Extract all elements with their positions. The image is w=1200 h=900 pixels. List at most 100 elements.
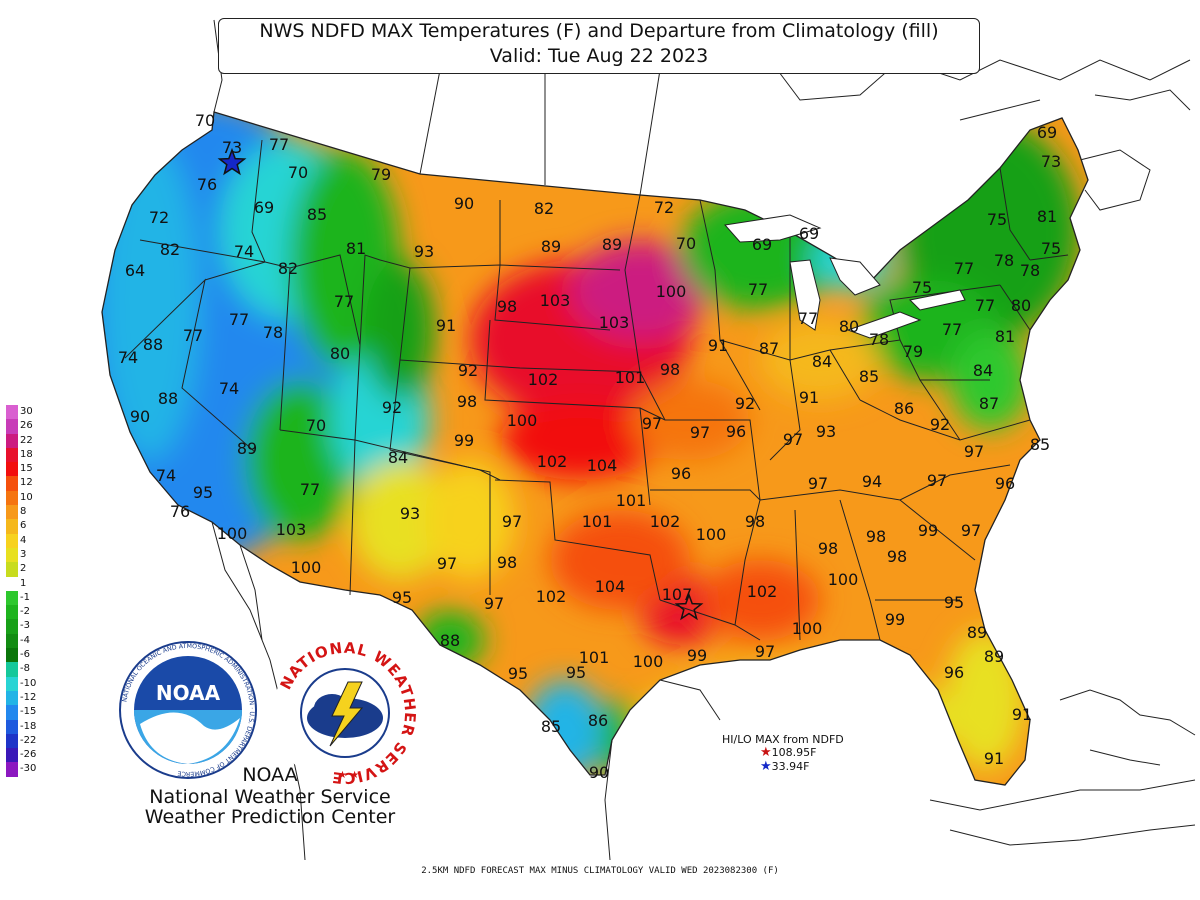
legend-swatch <box>6 719 18 734</box>
temperature-label: 76 <box>197 175 217 194</box>
temperature-label: 98 <box>497 297 517 316</box>
temperature-label: 72 <box>149 208 169 227</box>
temperature-label: 95 <box>508 664 528 683</box>
temperature-label: 98 <box>745 512 765 531</box>
temperature-label: 100 <box>291 558 322 577</box>
temperature-label: 76 <box>170 502 190 521</box>
temperature-label: 97 <box>927 471 947 490</box>
legend-label: 1 <box>20 577 27 589</box>
temperature-label: 92 <box>930 415 950 434</box>
temperature-label: 80 <box>839 317 859 336</box>
temperature-label: 70 <box>195 111 215 130</box>
temperature-label: 70 <box>676 234 696 253</box>
hilo-hi-value: 108.95F <box>771 746 817 759</box>
temperature-label: 78 <box>263 323 283 342</box>
temperature-label: 91 <box>708 336 728 355</box>
legend-label: -10 <box>20 677 37 689</box>
nws-logo: NATIONAL WEATHER SERVICE ★ ★ <box>273 639 418 787</box>
legend-label: 18 <box>20 448 33 460</box>
map-valid-date: Valid: Tue Aug 22 2023 <box>489 45 709 67</box>
temperature-label: 74 <box>234 242 254 261</box>
temperature-label: 81 <box>1037 207 1057 226</box>
temperature-label: 89 <box>237 439 257 458</box>
legend-label: -4 <box>20 634 30 646</box>
temperature-label: 85 <box>541 717 561 736</box>
legend-swatch <box>6 505 18 520</box>
credit-agency: NOAA <box>242 764 298 786</box>
temperature-label: 75 <box>987 210 1007 229</box>
temperature-label: 97 <box>808 474 828 493</box>
lo-max-star-icon <box>217 147 247 176</box>
temperature-label: 100 <box>656 282 687 301</box>
temperature-label: 77 <box>300 480 320 499</box>
temperature-label: 100 <box>507 411 538 430</box>
legend-label: 4 <box>20 534 27 546</box>
temperature-label: 77 <box>975 296 995 315</box>
legend-swatch <box>6 748 18 763</box>
temperature-label: 90 <box>130 407 150 426</box>
legend-swatch <box>6 705 18 720</box>
map-title-box: NWS NDFD MAX Temperatures (F) and Depart… <box>218 18 980 74</box>
legend-label: -26 <box>20 749 37 761</box>
legend-label: 3 <box>20 548 27 560</box>
hi-max-star-icon <box>674 592 704 621</box>
temperature-label: 69 <box>254 198 274 217</box>
temperature-label: 99 <box>454 431 474 450</box>
temperature-label: 97 <box>642 414 662 433</box>
temperature-label: 100 <box>633 652 664 671</box>
temperature-label: 77 <box>798 309 818 328</box>
credit-center: Weather Prediction Center <box>144 806 396 828</box>
hilo-lo-value: 33.94F <box>771 760 810 773</box>
temperature-label: 96 <box>726 422 746 441</box>
temperature-label: 77 <box>229 310 249 329</box>
legend-label: -2 <box>20 606 30 618</box>
legend-swatch <box>6 462 18 477</box>
legend-swatch <box>6 447 18 463</box>
temperature-label: 107 <box>662 585 693 604</box>
temperature-label: 91 <box>436 316 456 335</box>
temperature-label: 72 <box>654 198 674 217</box>
temperature-label: 74 <box>156 466 176 485</box>
temperature-label: 97 <box>690 423 710 442</box>
temperature-label: 99 <box>918 521 938 540</box>
temperature-label: 90 <box>589 763 609 782</box>
temperature-label: 73 <box>1041 152 1061 171</box>
temperature-label: 100 <box>696 525 727 544</box>
temperature-label: 103 <box>540 291 571 310</box>
temperature-label: 80 <box>1011 296 1031 315</box>
temperature-label: 79 <box>371 165 391 184</box>
legend-swatch <box>6 533 18 548</box>
temperature-label: 93 <box>400 504 420 523</box>
temperature-label: 69 <box>799 224 819 243</box>
temperature-label: 84 <box>812 352 832 371</box>
temperature-label: 64 <box>125 261 145 280</box>
temperature-label: 93 <box>414 242 434 261</box>
legend-label: -22 <box>20 734 37 746</box>
temperature-labels: 70 73 77 76 70 69 85 72 79 82 74 81 82 64 93 90 82 72 89 89… <box>118 111 1061 782</box>
temperature-label: 85 <box>859 367 879 386</box>
legend-label: 30 <box>20 406 33 417</box>
temperature-label: 73 <box>222 138 242 157</box>
temperature-label: 80 <box>330 344 350 363</box>
legend-swatch <box>6 605 18 620</box>
temperature-label: 100 <box>828 570 859 589</box>
temperature-label: 70 <box>288 163 308 182</box>
legend-label: 10 <box>20 491 33 503</box>
temperature-label: 95 <box>944 593 964 612</box>
lo-star-icon: ★ <box>760 759 772 774</box>
temperature-label: 88 <box>143 335 163 354</box>
temperature-label: 81 <box>346 239 366 258</box>
legend-label: -30 <box>20 763 37 775</box>
temperature-label: 104 <box>587 456 618 475</box>
temperature-label: 102 <box>536 587 567 606</box>
temperature-label: 98 <box>660 360 680 379</box>
legend-swatch <box>6 562 18 577</box>
temperature-label: 79 <box>903 342 923 361</box>
svg-text:★ ★: ★ ★ <box>338 770 359 781</box>
legend-label: 12 <box>20 477 33 489</box>
temperature-label: 97 <box>783 430 803 449</box>
legend-swatch <box>6 519 18 534</box>
temperature-label: 101 <box>579 648 610 667</box>
temperature-label: 87 <box>759 339 779 358</box>
